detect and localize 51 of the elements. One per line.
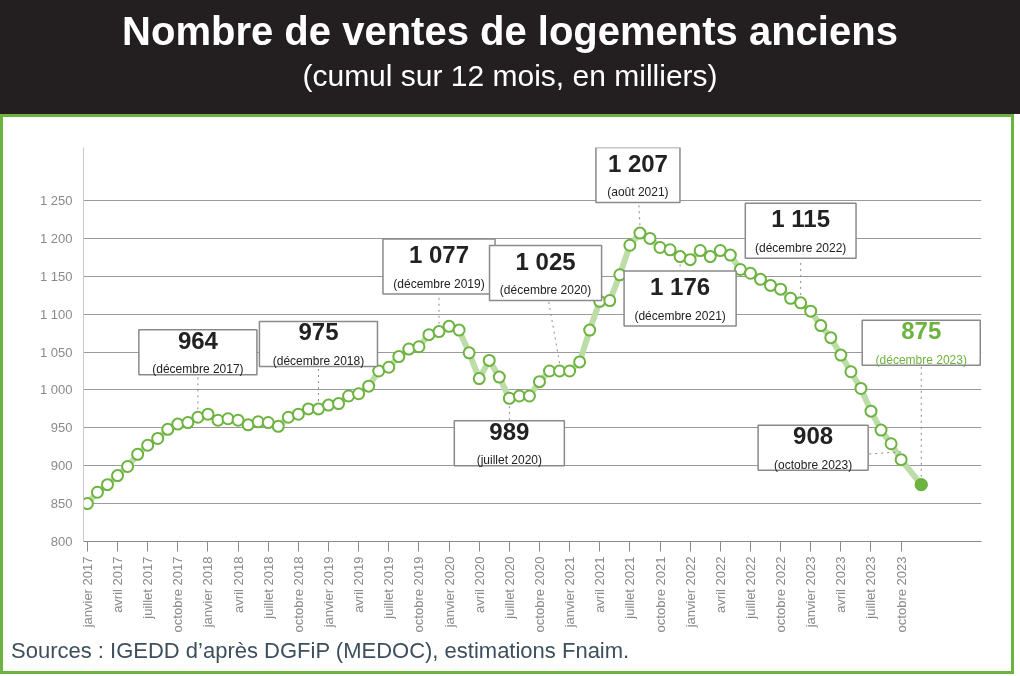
annotation: 964 (décembre 2017) — [152, 326, 244, 377]
x-tick-label: janvier 2021 — [562, 556, 578, 629]
x-tick-label: avril 2020 — [471, 556, 487, 613]
x-tick-label: avril 2023 — [833, 556, 849, 613]
annotation: 875 (décembre 2023) — [875, 317, 967, 367]
y-tick-label: 1 200 — [39, 230, 73, 246]
x-tick-label: octobre 2018 — [290, 556, 306, 633]
y-tick-label: 1 150 — [39, 268, 73, 284]
y-tick-label: 1 050 — [39, 344, 73, 360]
x-tick-label: janvier 2019 — [321, 556, 336, 629]
x-tick-label: octobre 2022 — [773, 556, 789, 633]
annotation: 1 176 (décembre 2021) — [634, 273, 726, 323]
y-tick-label: 900 — [50, 458, 73, 474]
x-tick-label: avril 2022 — [712, 556, 728, 613]
y-tick-label: 850 — [50, 496, 73, 512]
x-tick-label: janvier 2017 — [79, 556, 95, 629]
chart-subtitle: (cumul sur 12 mois, en milliers) — [301, 58, 719, 94]
x-tick-label: janvier 2023 — [803, 556, 819, 629]
annotation: 1 115 (décembre 2022) — [754, 205, 847, 255]
x-tick-label: janvier 2022 — [682, 556, 698, 629]
x-tick-label: janvier 2020 — [441, 556, 457, 629]
x-tick-label: avril 2017 — [110, 556, 126, 613]
y-tick-label: 800 — [50, 534, 73, 549]
source-note: Sources : IGEDD d’après DGFiP (MEDOC), estimations Fnaim. — [10, 637, 630, 665]
y-tick-label: 950 — [50, 420, 73, 436]
x-tick-label: octobre 2021 — [652, 556, 668, 633]
x-tick-label: juillet 2022 — [742, 556, 758, 620]
x-tick-label: juillet 2019 — [381, 556, 397, 620]
annotation: 1 207 (août 2021) — [607, 149, 669, 200]
x-tick-label: juillet 2021 — [622, 556, 638, 620]
x-tick-label: octobre 2017 — [170, 556, 186, 633]
chart-title: Nombre de ventes de logements anciens — [121, 8, 899, 55]
annotation: 1 077 (décembre 2019) — [393, 241, 485, 291]
annotation: 975 (décembre 2018) — [272, 318, 365, 368]
y-tick-label: 1 000 — [39, 382, 73, 398]
x-tick-label: octobre 2023 — [893, 556, 909, 633]
annotation: 908 (octobre 2023) — [774, 422, 853, 472]
x-tick-label: juillet 2017 — [140, 556, 156, 620]
x-tick-label: octobre 2019 — [411, 556, 427, 633]
y-tick-label: 1 100 — [39, 306, 73, 322]
x-tick-label: juillet 2020 — [501, 556, 517, 620]
x-tick-label: juillet 2023 — [863, 556, 879, 620]
x-tick-label: avril 2018 — [230, 556, 246, 613]
x-tick-label: avril 2019 — [351, 556, 367, 613]
annotation: 989 (juillet 2020) — [476, 417, 543, 468]
x-tick-label: avril 2021 — [592, 556, 608, 613]
x-tick-label: octobre 2020 — [531, 556, 547, 633]
y-tick-label: 1 250 — [39, 193, 73, 209]
annotation: 1 025 (décembre 2020) — [499, 247, 592, 298]
x-tick-label: janvier 2018 — [200, 556, 216, 629]
x-tick-label: juillet 2018 — [260, 556, 276, 620]
